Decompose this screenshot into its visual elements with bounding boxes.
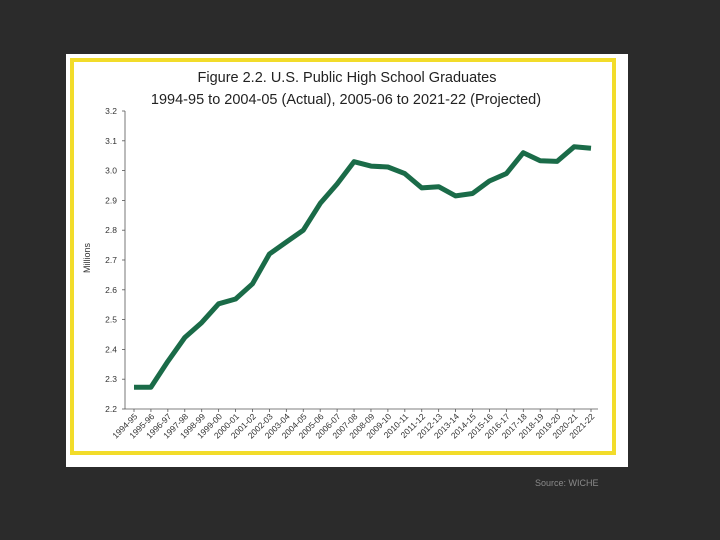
- source-note: Source: WICHE: [535, 478, 599, 488]
- y-tick-label: 3.0: [105, 166, 117, 176]
- y-tick-label: 3.2: [105, 106, 117, 116]
- y-tick-label: 3.1: [105, 136, 117, 146]
- series-layer: [133, 144, 592, 390]
- y-tick-label: 2.5: [105, 315, 117, 325]
- y-tick-label: 2.3: [105, 374, 117, 384]
- series-line: [134, 144, 592, 390]
- chart-title-line-1: Figure 2.2. U.S. Public High School Grad…: [197, 70, 496, 86]
- y-tick-label: 2.8: [105, 225, 117, 235]
- y-tick-label: 2.4: [105, 344, 117, 354]
- axes: [122, 110, 598, 412]
- y-tick-label: 2.6: [105, 285, 117, 295]
- y-tick-label: 2.7: [105, 255, 117, 265]
- chart-frame: [70, 58, 616, 455]
- chart-title-line-2: 1994-95 to 2004-05 (Actual), 2005-06 to …: [151, 92, 541, 108]
- y-tick-label: 2.2: [105, 404, 117, 414]
- y-axis-label: Millions: [82, 243, 92, 274]
- slide-panel: [66, 54, 628, 467]
- y-tick-label: 2.9: [105, 195, 117, 205]
